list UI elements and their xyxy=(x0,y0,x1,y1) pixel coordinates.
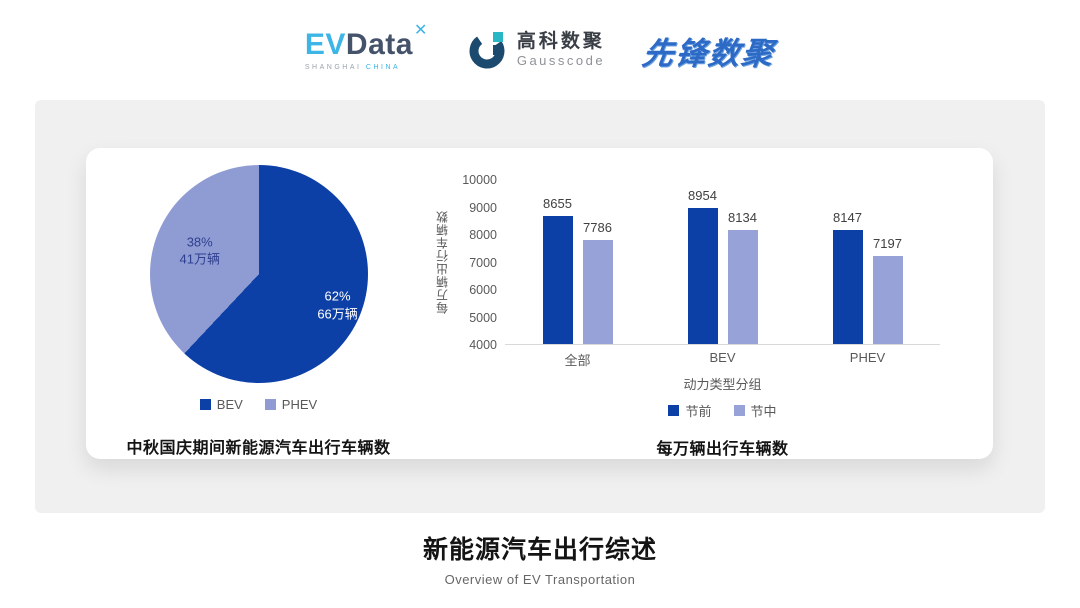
pie-legend: BEV PHEV xyxy=(199,397,318,412)
category-label-全部: 全部 xyxy=(564,353,591,368)
bar-value-label: 7197 xyxy=(873,236,902,252)
bar-rect xyxy=(687,207,718,344)
bar-group-PHEV: 8147 7197 xyxy=(795,180,940,344)
category-label-BEV: BEV xyxy=(709,350,736,365)
pie-percent-label: 38% xyxy=(186,234,213,250)
legend-swatch-icon xyxy=(733,405,745,416)
pie-slice-label-BEV: 62% 66万辆 xyxy=(317,288,357,323)
evdata-logo: EV Data ✕ SHANGHAI CHINA xyxy=(304,22,428,71)
gausscode-en: Gausscode xyxy=(516,53,606,69)
legend-swatch-icon xyxy=(264,399,276,410)
evdata-x-icon: ✕ xyxy=(413,21,428,39)
y-tick-label: 4000 xyxy=(469,338,497,352)
pie-legend-item-PHEV: PHEV xyxy=(264,397,318,412)
bar-rect xyxy=(872,256,903,344)
bar-value-label: 7786 xyxy=(583,219,612,235)
bar-value-label: 8134 xyxy=(728,210,757,226)
y-tick-label: 9000 xyxy=(469,200,497,215)
bar-节中-全部: 7786 xyxy=(582,180,613,344)
pie-value-label: 66万辆 xyxy=(317,306,358,322)
y-tick-label: 8000 xyxy=(469,228,497,242)
bar-rect xyxy=(542,216,573,344)
bar-value-label: 8954 xyxy=(688,187,717,203)
evdata-data-text: Data xyxy=(345,27,413,61)
pie-chart: 62% 66万辆 38% 41万辆 xyxy=(149,165,368,383)
evdata-wordmark: EV Data ✕ xyxy=(304,22,428,61)
chart-card: 62% 66万辆 38% 41万辆 BEV PHEV 中秋国庆期间新能源汽车出行车辆数 … xyxy=(86,148,993,459)
evdata-subtitle: SHANGHAI CHINA xyxy=(304,63,401,71)
category-label-PHEV: PHEV xyxy=(849,350,886,365)
legend-swatch-icon xyxy=(668,405,680,416)
x-axis-categories: 全部 BEV PHEV xyxy=(505,350,940,369)
y-tick-label: 7000 xyxy=(469,255,497,270)
x-axis-title: 动力类型分组 xyxy=(683,377,762,392)
bar-节前-PHEV: 8147 xyxy=(832,180,863,344)
pie-slice-label-PHEV: 38% 41万辆 xyxy=(179,233,219,268)
bar-rect xyxy=(582,239,613,344)
bar-legend-item-节中: 节中 xyxy=(733,401,777,420)
bar-rect xyxy=(727,230,758,344)
pie-section: 62% 66万辆 38% 41万辆 BEV PHEV 中秋国庆期间新能源汽车出行车辆数 xyxy=(86,148,431,459)
y-axis-title: 每万辆出行车辆数 xyxy=(435,210,450,315)
gausscode-text: 高科数聚 Gausscode xyxy=(517,32,605,68)
bar-section: 每万辆出行车辆数 10000 9000 8000 7000 6000 5000 4000 8… xyxy=(431,148,993,459)
y-tick-label: 6000 xyxy=(469,283,497,297)
legend-label: PHEV xyxy=(281,397,318,412)
pie-legend-item-BEV: BEV xyxy=(199,397,243,412)
bar-节中-PHEV: 7197 xyxy=(872,180,903,344)
bar-value-label: 8655 xyxy=(543,196,572,211)
y-axis-ticks: 10000 9000 8000 7000 6000 5000 4000 xyxy=(453,173,505,352)
gausscode-cn: 高科数聚 xyxy=(516,31,605,53)
bar-节前-BEV: 8954 xyxy=(687,180,718,344)
bar-节前-全部: 8655 xyxy=(542,180,573,344)
y-tick-label: 5000 xyxy=(469,310,497,325)
page-subtitle: Overview of EV Transportation xyxy=(444,572,636,587)
gausscode-g-icon xyxy=(466,29,508,71)
evdata-ev-text: EV xyxy=(304,27,346,61)
bar-rect xyxy=(832,229,863,344)
bar-节中-BEV: 8134 xyxy=(727,180,758,344)
legend-swatch-icon xyxy=(199,399,211,410)
pioneer-logo: 先锋数聚 xyxy=(640,35,778,71)
y-tick-label: 10000 xyxy=(462,173,497,187)
pie-value-label: 41万辆 xyxy=(179,251,220,267)
bar-group-BEV: 8954 8134 xyxy=(650,180,795,344)
content-panel: 62% 66万辆 38% 41万辆 BEV PHEV 中秋国庆期间新能源汽车出行车辆数 … xyxy=(35,100,1045,513)
bar-caption: 每万辆出行车辆数 xyxy=(656,441,789,458)
legend-label: 节前 xyxy=(685,404,712,419)
footer: 新能源汽车出行综述 Overview of EV Transportation xyxy=(0,530,1080,587)
legend-label: BEV xyxy=(216,397,243,412)
gausscode-logo: 高科数聚 Gausscode xyxy=(466,29,605,71)
bar-group-全部: 8655 7786 xyxy=(505,180,650,344)
bar-value-label: 8147 xyxy=(833,209,862,225)
bar-plot-area: 8655 7786 8954 8134 8147 7197 xyxy=(505,180,940,345)
bar-chart: 每万辆出行车辆数 10000 9000 8000 7000 6000 5000 4000 8… xyxy=(431,173,940,352)
page-title: 新能源汽车出行综述 xyxy=(422,536,657,564)
pie-percent-label: 62% xyxy=(324,288,351,304)
bar-legend: 节前 节中 xyxy=(505,401,940,420)
pie-caption: 中秋国庆期间新能源汽车出行车辆数 xyxy=(126,440,391,457)
legend-label: 节中 xyxy=(750,404,777,419)
bar-legend-item-节前: 节前 xyxy=(668,401,712,420)
header: EV Data ✕ SHANGHAI CHINA 高科数聚 Gausscode 先锋… xyxy=(0,0,1080,100)
